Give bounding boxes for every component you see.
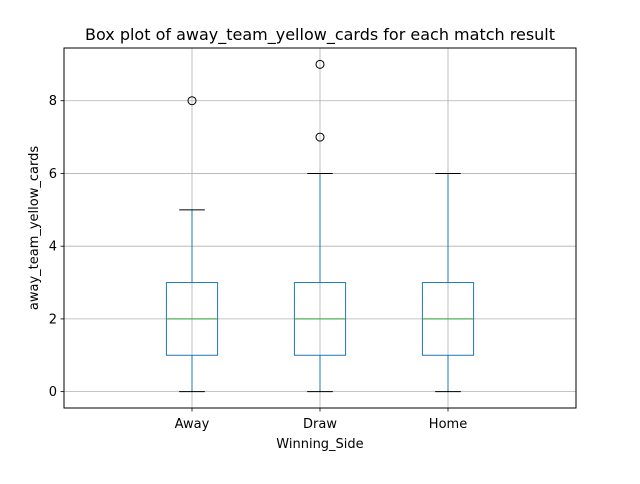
boxes [165, 59, 475, 393]
outlier-point [315, 59, 325, 69]
outlier-point [315, 132, 325, 142]
box-group [293, 59, 347, 393]
y-tick-label: 0 [49, 385, 57, 400]
x-axis-label: Winning_Side [276, 437, 363, 452]
y-tick-label: 2 [49, 312, 57, 327]
y-tick-label: 8 [49, 94, 57, 109]
box-group [165, 96, 219, 393]
outlier-point [187, 96, 197, 106]
chart-title: Box plot of away_team_yellow_cards for e… [85, 25, 555, 45]
x-tick-label: Home [429, 417, 467, 432]
x-tick-label: Draw [303, 417, 337, 432]
y-tick-label: 4 [49, 240, 57, 255]
axis-ticks: 0 2 4 6 8 Away Draw Home [49, 94, 467, 432]
y-axis-label: away_team_yellow_cards [27, 146, 42, 310]
box-group [421, 172, 475, 393]
y-tick-label: 6 [49, 167, 57, 182]
x-tick-label: Away [175, 417, 210, 432]
